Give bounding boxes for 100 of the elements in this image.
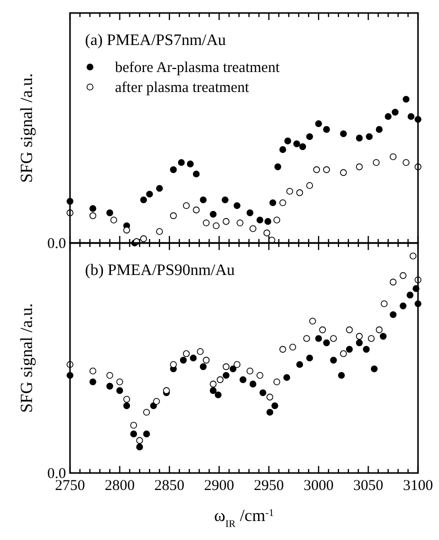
point <box>269 199 276 206</box>
point <box>309 318 316 325</box>
chart-title: (b) PMEA/PS90nm/Au <box>85 262 235 279</box>
point <box>380 300 388 308</box>
point <box>319 326 326 334</box>
point <box>190 354 197 362</box>
point <box>106 382 114 390</box>
point <box>222 363 230 370</box>
x-tick-label: 3100 <box>403 478 433 494</box>
point <box>170 212 177 220</box>
text: 0.0 <box>47 236 66 252</box>
point <box>346 346 353 353</box>
point <box>116 387 124 394</box>
point <box>408 113 414 120</box>
point <box>266 394 274 400</box>
point <box>340 169 347 176</box>
point <box>216 376 224 384</box>
point <box>323 339 330 346</box>
point <box>264 218 272 225</box>
x-tick-label: 2750 <box>55 478 85 494</box>
x-tick-label: 2850 <box>154 478 184 494</box>
point <box>330 335 337 342</box>
point <box>136 437 143 444</box>
point <box>192 170 200 178</box>
point <box>123 226 130 234</box>
point <box>330 356 337 364</box>
point <box>402 159 410 166</box>
point <box>315 120 322 128</box>
point <box>210 210 217 218</box>
point <box>146 190 153 198</box>
point <box>259 389 266 396</box>
point <box>222 196 229 204</box>
point <box>263 230 270 236</box>
point <box>286 188 294 195</box>
point <box>170 166 177 174</box>
point <box>170 361 177 368</box>
point <box>178 159 185 166</box>
point <box>143 430 150 438</box>
point <box>106 209 114 216</box>
point <box>89 368 96 374</box>
point <box>250 380 256 388</box>
point <box>315 335 322 342</box>
point <box>303 335 310 342</box>
point <box>284 138 292 144</box>
point <box>323 166 330 174</box>
point <box>256 372 264 379</box>
point <box>356 134 363 142</box>
point <box>390 311 397 318</box>
point <box>200 363 207 370</box>
point <box>340 130 347 138</box>
x-tick-label: 2900 <box>204 478 234 494</box>
point <box>384 113 392 120</box>
point <box>130 430 138 438</box>
point <box>279 346 286 353</box>
point <box>279 146 286 153</box>
point <box>214 391 222 398</box>
point <box>274 163 282 170</box>
x-axis-title: ω$_{IR}$ /cm$^{-1}$ <box>214 506 274 530</box>
point <box>266 408 274 416</box>
point <box>210 380 217 388</box>
point <box>313 166 320 174</box>
point <box>356 339 363 346</box>
point <box>180 356 187 364</box>
legend-label: before Ar-plasma treatment <box>115 60 280 76</box>
point <box>346 326 353 334</box>
point <box>182 202 190 210</box>
x-tick-label: 3050 <box>353 478 384 494</box>
point <box>153 398 160 405</box>
point <box>156 228 163 235</box>
x-tick-label: 3000 <box>304 478 334 494</box>
point <box>182 350 190 358</box>
point <box>400 302 406 310</box>
point <box>271 402 278 410</box>
point <box>123 402 130 410</box>
point <box>366 133 373 140</box>
point <box>306 133 314 140</box>
chart-title: (a) PMEA/PS7nm/Au <box>85 32 226 49</box>
point <box>106 372 114 379</box>
point <box>296 189 304 196</box>
point <box>234 361 240 368</box>
point <box>130 422 138 429</box>
point <box>338 372 345 379</box>
point <box>306 354 314 362</box>
point <box>196 348 204 355</box>
y-axis-title: SFG signal /a.u. <box>17 303 36 413</box>
point <box>222 372 230 379</box>
point <box>136 444 143 450</box>
point <box>222 218 230 225</box>
point <box>110 216 118 224</box>
point <box>240 376 246 384</box>
point <box>299 143 306 150</box>
point <box>376 126 383 133</box>
point <box>200 196 207 204</box>
point <box>140 196 147 204</box>
x-tick-label: 2800 <box>104 478 135 494</box>
point <box>236 219 244 226</box>
point <box>390 278 397 286</box>
point <box>296 361 304 368</box>
point <box>340 350 347 358</box>
point <box>370 365 378 372</box>
